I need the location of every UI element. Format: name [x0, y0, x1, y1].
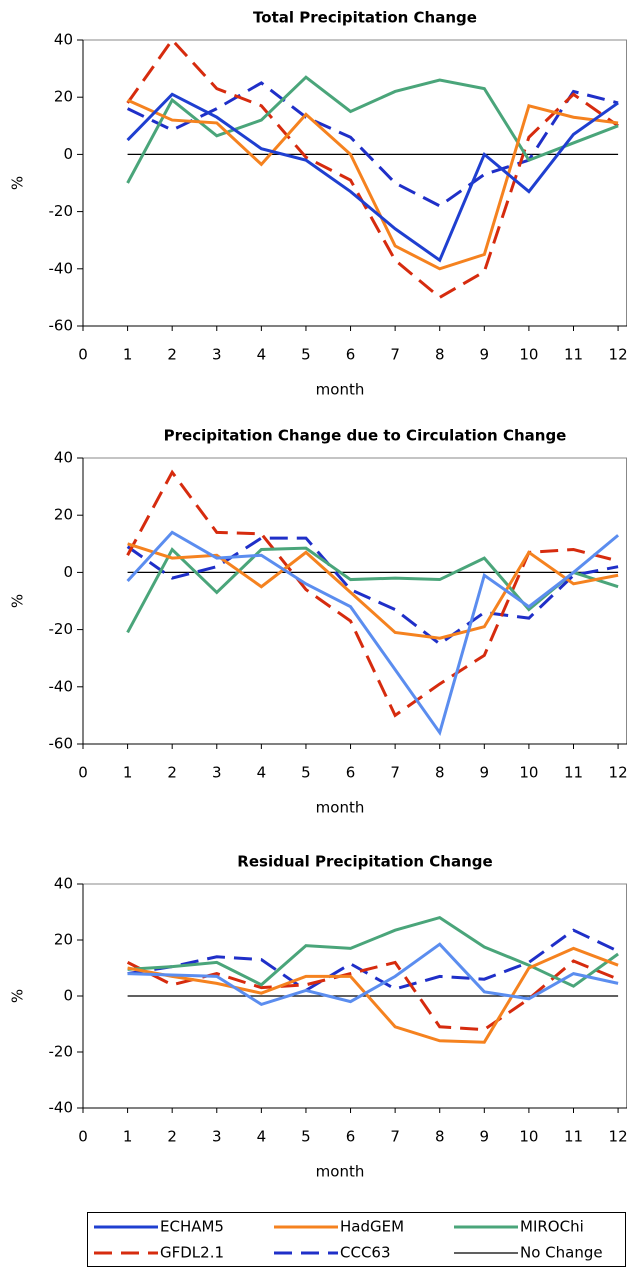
x-tick-label: 11	[564, 1128, 583, 1146]
series-line	[126, 37, 619, 300]
x-tick-label: 11	[564, 764, 583, 782]
x-tick-label: 4	[257, 1128, 267, 1146]
y-tick-label: 40	[54, 31, 73, 49]
y-tick-label: 40	[54, 875, 73, 893]
x-tick-label: 1	[123, 346, 133, 364]
x-tick-label: 12	[609, 1128, 627, 1146]
x-tick-label: 9	[480, 764, 490, 782]
series-line	[126, 98, 619, 271]
series-line	[126, 469, 619, 718]
series-line	[127, 928, 619, 993]
x-tick-label: 9	[480, 1128, 490, 1146]
x-tick-label: 9	[480, 346, 490, 364]
legend-label: HadGEM	[340, 1218, 404, 1236]
series-line	[127, 946, 619, 1044]
legend-label: ECHAM5	[160, 1218, 224, 1236]
x-tick-label: 2	[167, 764, 177, 782]
x-tick-label: 8	[435, 346, 445, 364]
x-tick-label: 7	[390, 764, 400, 782]
x-tick-label: 8	[435, 764, 445, 782]
series-line	[127, 942, 619, 1007]
x-tick-label: 6	[346, 764, 356, 782]
x-tick-label: 2	[167, 346, 177, 364]
chart-title: Residual Precipitation Change	[237, 853, 492, 871]
series-line	[126, 530, 620, 736]
y-axis-label: %	[9, 176, 27, 190]
y-tick-label: 20	[54, 931, 73, 949]
y-tick-label: 20	[54, 88, 73, 106]
x-tick-label: 10	[519, 764, 538, 782]
y-tick-label: -40	[49, 259, 74, 277]
x-tick-label: 5	[301, 346, 311, 364]
series-line	[126, 546, 619, 634]
x-tick-label: 5	[301, 764, 311, 782]
y-tick-label: 40	[54, 449, 73, 467]
y-axis-label: %	[9, 594, 27, 608]
legend-label: GFDL2.1	[160, 1244, 224, 1262]
series-line	[127, 542, 619, 640]
x-tick-label: 12	[609, 764, 627, 782]
x-tick-label: 3	[212, 764, 222, 782]
y-axis-label: %	[9, 989, 27, 1003]
y-tick-label: 0	[63, 145, 73, 163]
x-tick-label: 10	[519, 346, 538, 364]
y-tick-label: -40	[49, 1099, 74, 1117]
x-tick-label: 11	[564, 346, 583, 364]
x-axis-label: month	[316, 1163, 365, 1181]
y-tick-label: -20	[49, 620, 74, 638]
x-tick-label: 10	[519, 1128, 538, 1146]
x-tick-label: 7	[390, 346, 400, 364]
legend-label: CCC63	[340, 1244, 391, 1262]
x-tick-label: 0	[78, 346, 88, 364]
y-tick-label: 0	[63, 563, 73, 581]
x-tick-label: 3	[212, 346, 222, 364]
y-tick-label: -60	[49, 735, 74, 753]
chart-title: Total Precipitation Change	[253, 9, 477, 27]
y-tick-label: -20	[49, 1043, 74, 1061]
y-tick-label: -40	[49, 677, 74, 695]
y-tick-label: -20	[49, 202, 74, 220]
series-line	[126, 75, 619, 184]
x-tick-label: 7	[390, 1128, 400, 1146]
x-tick-label: 0	[78, 764, 88, 782]
x-tick-label: 0	[78, 1128, 88, 1146]
x-tick-label: 5	[301, 1128, 311, 1146]
x-axis-label: month	[316, 381, 365, 399]
y-tick-label: 20	[54, 506, 73, 524]
x-tick-label: 1	[123, 1128, 133, 1146]
x-tick-label: 1	[123, 764, 133, 782]
chart-title: Precipitation Change due to Circulation …	[164, 427, 567, 445]
x-tick-label: 6	[346, 346, 356, 364]
legend-label: No Change	[520, 1244, 603, 1262]
x-tick-label: 4	[257, 764, 267, 782]
x-tick-label: 6	[346, 1128, 356, 1146]
y-tick-label: -60	[49, 317, 74, 335]
x-tick-label: 12	[609, 346, 627, 364]
x-tick-label: 2	[167, 1128, 177, 1146]
x-tick-label: 8	[435, 1128, 445, 1146]
legend-label: MIROChi	[520, 1218, 584, 1236]
series-line	[127, 915, 619, 988]
x-tick-label: 3	[212, 1128, 222, 1146]
series-line	[126, 536, 619, 646]
series-line	[126, 92, 619, 263]
legend-box	[87, 1212, 626, 1267]
x-tick-label: 4	[257, 346, 267, 364]
x-axis-label: month	[316, 799, 365, 817]
y-tick-label: 0	[63, 987, 73, 1005]
